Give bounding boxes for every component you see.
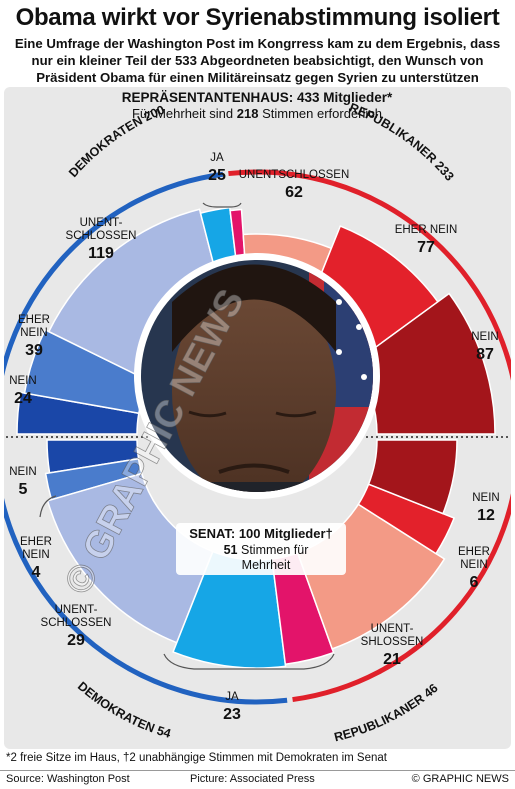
- house-label-ja-caption: JA: [210, 152, 224, 164]
- house-rep-arc: [228, 169, 511, 381]
- house-label-dem-eher-nein-caption: NEIN: [20, 327, 47, 339]
- house-majority-number: 218: [237, 106, 259, 121]
- house-label-rep-unentschlossen-caption: UNENTSCHLOSSEN: [239, 169, 350, 181]
- senate-eher-nein-leader: [39, 495, 57, 518]
- senate-label-rep-eher-nein-caption: EHER: [458, 546, 490, 558]
- house-label-rep-eher-nein: EHER NEIN 77: [395, 224, 458, 256]
- house-label-dem-unentschlossen-caption: SCHLOSSEN: [66, 230, 137, 242]
- house-label-rep-eher-nein-caption: EHER NEIN: [395, 224, 458, 236]
- house-label-rep-nein: NEIN 87: [471, 331, 498, 363]
- senate-label-rep-unentschlossen-caption: SHLOSSEN: [361, 636, 424, 648]
- wedge-dem-nein: [16, 391, 140, 435]
- senate-label-dem-eher-nein-caption: NEIN: [22, 549, 49, 561]
- senate-label-dem-unentschlossen-caption: UNENT-: [55, 604, 98, 616]
- senate-label-dem-unentschlossen-value: 29: [67, 632, 85, 649]
- wedge-rep-nein: [367, 439, 458, 515]
- subtitle-line: Präsident Obama für einen Militäreinsatz…: [36, 70, 479, 85]
- senate-label-dem-eher-nein-value: 4: [32, 564, 41, 581]
- house-title: REPRÄSENTANTENHAUS: 433 Mitglieder*: [122, 90, 393, 105]
- senate-dem-arc-text: DEMOKRATEN 54: [75, 679, 173, 741]
- page-subtitle: Eine Umfrage der Washington Post im Kong…: [6, 35, 509, 86]
- house-label-ja: JA 25: [208, 152, 226, 184]
- senate-majority-line: Mehrheit: [242, 558, 291, 572]
- senate-label-dem-nein-value: 5: [19, 481, 28, 498]
- senate-label-rep-unentschlossen-caption: UNENT-: [371, 623, 414, 635]
- house-label-rep-nein-caption: NEIN: [471, 331, 498, 343]
- vote-donut-charts: REPRÄSENTANTENHAUS: 433 Mitglieder* Für …: [4, 90, 511, 744]
- credits-bar: Source: Washington Post Picture: Associa…: [0, 770, 515, 789]
- senate-label-dem-nein: NEIN 5: [9, 466, 36, 498]
- house-label-rep-unentschlossen-value: 62: [285, 184, 303, 201]
- senate-ja-bracket: [163, 653, 335, 670]
- senate-label-rep-eher-nein-value: 6: [470, 574, 479, 591]
- senate-majority-line: 51 Stimmen für: [224, 543, 309, 557]
- senate-title: SENAT: 100 Mitglieder†: [189, 526, 333, 541]
- president-photo: [134, 253, 380, 499]
- picture-credit: Picture: Associated Press: [190, 773, 315, 785]
- house-label-dem-unentschlossen-caption: UNENT-: [80, 217, 123, 229]
- senate-label-ja-caption: JA: [225, 691, 239, 703]
- house-dem-arc: [4, 171, 224, 377]
- house-label-dem-eher-nein-value: 39: [25, 342, 43, 359]
- senate-label-rep-eher-nein-caption: NEIN: [460, 559, 487, 571]
- senate-label-ja: JA 23: [223, 691, 241, 723]
- house-label-dem-eher-nein-caption: EHER: [18, 314, 50, 326]
- house-rep-arc-label: REPUBLIKANER 233: [347, 100, 456, 183]
- house-label-rep-eher-nein-value: 77: [417, 239, 435, 256]
- senate-label-dem-eher-nein-caption: EHER: [20, 536, 52, 548]
- senate-label-rep-nein-value: 12: [477, 507, 495, 524]
- senate-label-rep-unentschlossen: UNENT-SHLOSSEN 21: [361, 623, 424, 668]
- house-majority-suffix: Stimmen erforderlich: [262, 106, 382, 121]
- house-dem-arc-label: DEMOKRATEN 200: [66, 103, 167, 180]
- house-label-dem-nein-value: 24: [14, 390, 32, 407]
- house-label-rep-nein-value: 87: [476, 346, 494, 363]
- house-label-rep-unentschlossen: UNENTSCHLOSSEN 62: [239, 169, 350, 201]
- graphic-credit: © GRAPHIC NEWS: [411, 773, 509, 785]
- senate-majority-text: Stimmen für: [241, 543, 308, 557]
- footnote: *2 freie Sitze im Haus, †2 unabhängige S…: [6, 752, 387, 764]
- house-majority-prefix: Für Mehrheit sind: [132, 106, 233, 121]
- senate-label-ja-value: 23: [223, 706, 241, 723]
- senate-rep-arc-label: REPUBLIKANER 46: [333, 681, 441, 744]
- senate-label-rep-nein-caption: NEIN: [472, 492, 499, 504]
- house-label-dem-unentschlossen: UNENT-SCHLOSSEN 119: [66, 217, 137, 262]
- senate-dem-arc-label: DEMOKRATEN 54: [75, 679, 173, 741]
- house-dem-arc-text: DEMOKRATEN 200: [66, 103, 167, 180]
- source-credit: Source: Washington Post: [6, 773, 130, 785]
- house-label-dem-unentschlossen-value: 119: [88, 245, 114, 262]
- senate-label-rep-unentschlossen-value: 21: [383, 651, 401, 668]
- subtitle-line: nur ein kleiner Teil der 533 Abgeordnete…: [31, 53, 484, 68]
- senate-rep-arc-text: REPUBLIKANER 46: [333, 681, 441, 744]
- house-label-ja-value: 25: [208, 167, 226, 184]
- senate-title-box: [176, 523, 346, 575]
- wedge-dem-unentschlossen: [46, 472, 214, 644]
- house-ja-bracket: [202, 202, 242, 208]
- senate-rep-arc: [292, 493, 511, 703]
- senate-label-rep-nein: NEIN 12: [472, 492, 499, 524]
- wedge-rep-eher-nein: [357, 483, 456, 555]
- senate-majority-number: 51: [224, 543, 238, 557]
- house-label-dem-nein-caption: NEIN: [9, 375, 36, 387]
- page-title: Obama wirkt vor Syrienabstimmung isolier…: [15, 4, 500, 31]
- senate-label-dem-unentschlossen-caption: SCHLOSSEN: [41, 617, 112, 629]
- senate-label-dem-unentschlossen: UNENT-SCHLOSSEN 29: [41, 604, 112, 649]
- senate-label-dem-nein-caption: NEIN: [9, 466, 36, 478]
- house-rep-arc-text: REPUBLIKANER 233: [347, 100, 456, 183]
- senate-dem-arc: [4, 497, 288, 705]
- house-label-dem-nein: NEIN 24: [9, 375, 36, 407]
- house-majority-note: Für Mehrheit sind 218 Stimmen erforderli…: [132, 106, 382, 121]
- subtitle-line: Eine Umfrage der Washington Post im Kong…: [14, 36, 501, 51]
- chart-panel: REPRÄSENTANTENHAUS: 433 Mitglieder* Für …: [4, 87, 511, 749]
